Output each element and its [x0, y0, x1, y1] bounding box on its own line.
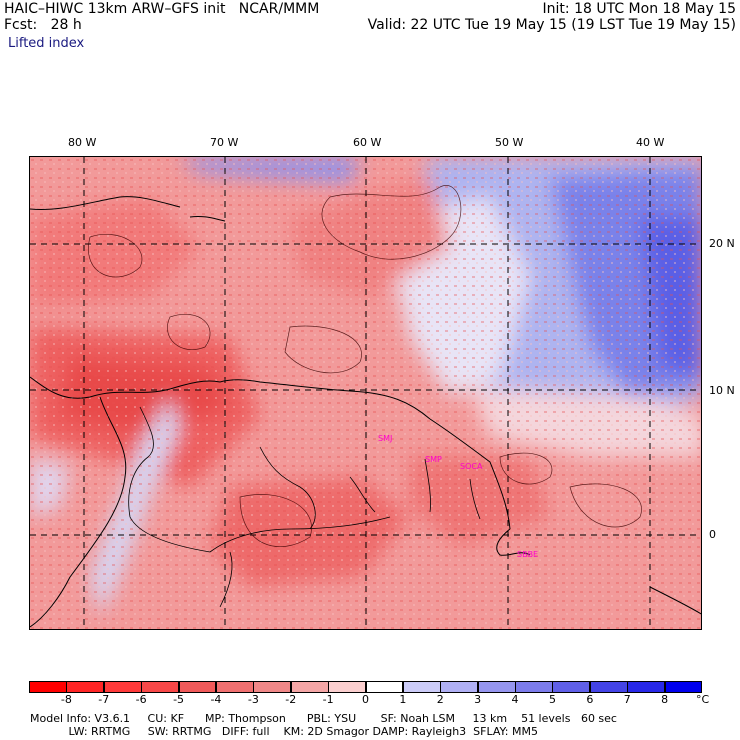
- model-info-line2: LW: RRTMG SW: RRTMG DIFF: full KM: 2D Sm…: [30, 725, 538, 738]
- grid-lines: [30, 157, 701, 629]
- colorbar-tick-label: -8: [60, 693, 72, 706]
- colorbar-tick-label: 7: [623, 693, 631, 706]
- model-title: HAIC–HIWC 13km ARW–GFS init NCAR/MMM: [4, 1, 320, 17]
- lat-label-10n: 10 N: [709, 384, 735, 397]
- colorbar-tick-label: 5: [548, 693, 556, 706]
- colorbar-tick-label: 1: [399, 693, 407, 706]
- colorbar-tick-label: 3: [474, 693, 482, 706]
- lat-label-20n: 20 N: [709, 237, 735, 250]
- colorbar-tick-label: -1: [322, 693, 334, 706]
- colorbar-tick-label: -2: [285, 693, 297, 706]
- colorbar-tick-label: 8: [661, 693, 669, 706]
- lifted-index-map: SMJ SMP SOCA SBBE: [29, 156, 702, 630]
- stations: SMJ SMP SOCA SBBE: [378, 434, 538, 559]
- colorbar-tick-label: 2: [436, 693, 444, 706]
- init-time: Init: 18 UTC Mon 18 May 15: [542, 1, 736, 17]
- station-smp: SMP: [425, 455, 442, 464]
- colorbar-swatch: [402, 681, 441, 693]
- lon-label-40w: 40 W: [636, 136, 665, 149]
- colorbar-unit: °C: [696, 693, 710, 706]
- coastlines: [30, 196, 701, 628]
- colorbar-swatch: [178, 681, 217, 693]
- colorbar-tick-label: 4: [511, 693, 519, 706]
- colorbar-swatch: [29, 681, 67, 693]
- colorbar-swatch: [664, 681, 703, 693]
- colorbar-tick-label: -4: [210, 693, 222, 706]
- lon-label-80w: 80 W: [68, 136, 97, 149]
- lon-label-50w: 50 W: [495, 136, 524, 149]
- colorbar-swatch: [627, 681, 666, 693]
- colorbar-swatch: [328, 681, 366, 693]
- lon-label-60w: 60 W: [353, 136, 382, 149]
- field-name: Lifted index: [8, 36, 85, 51]
- colorbar-swatch: [290, 681, 329, 693]
- colorbar-tick-label: -6: [135, 693, 147, 706]
- colorbar-swatch: [440, 681, 479, 693]
- valid-time: Valid: 22 UTC Tue 19 May 15 (19 LST Tue …: [367, 17, 736, 33]
- colorbar-swatch: [215, 681, 254, 693]
- zero-contours: [88, 185, 642, 547]
- colorbar-swatch: [141, 681, 180, 693]
- colorbar-swatch: [477, 681, 516, 693]
- colorbar-tick-label: -5: [173, 693, 185, 706]
- lat-label-0: 0: [709, 528, 716, 541]
- colorbar-swatch: [253, 681, 292, 693]
- colorbar-swatch: [103, 681, 142, 693]
- colorbar-tick-label: -7: [98, 693, 110, 706]
- colorbar-tick-label: -3: [247, 693, 259, 706]
- country-borders: [128, 406, 481, 608]
- colorbar-swatch: [589, 681, 628, 693]
- lon-label-70w: 70 W: [210, 136, 239, 149]
- colorbar-tick-label: 0: [362, 693, 369, 706]
- station-soca: SOCA: [460, 462, 483, 471]
- colorbar-swatch: [365, 681, 404, 693]
- forecast-hour: Fcst: 28 h: [4, 17, 82, 33]
- map-canvas: SMJ SMP SOCA SBBE: [30, 157, 701, 629]
- station-smj: SMJ: [378, 434, 392, 443]
- colorbar-swatch: [515, 681, 553, 693]
- colorbar-swatch: [552, 681, 591, 693]
- station-sbbe: SBBE: [517, 550, 538, 559]
- colorbar-swatch: [66, 681, 105, 693]
- model-info-line1: Model Info: V3.6.1 CU: KF MP: Thompson P…: [30, 712, 617, 725]
- colorbar-tick-label: 6: [586, 693, 594, 706]
